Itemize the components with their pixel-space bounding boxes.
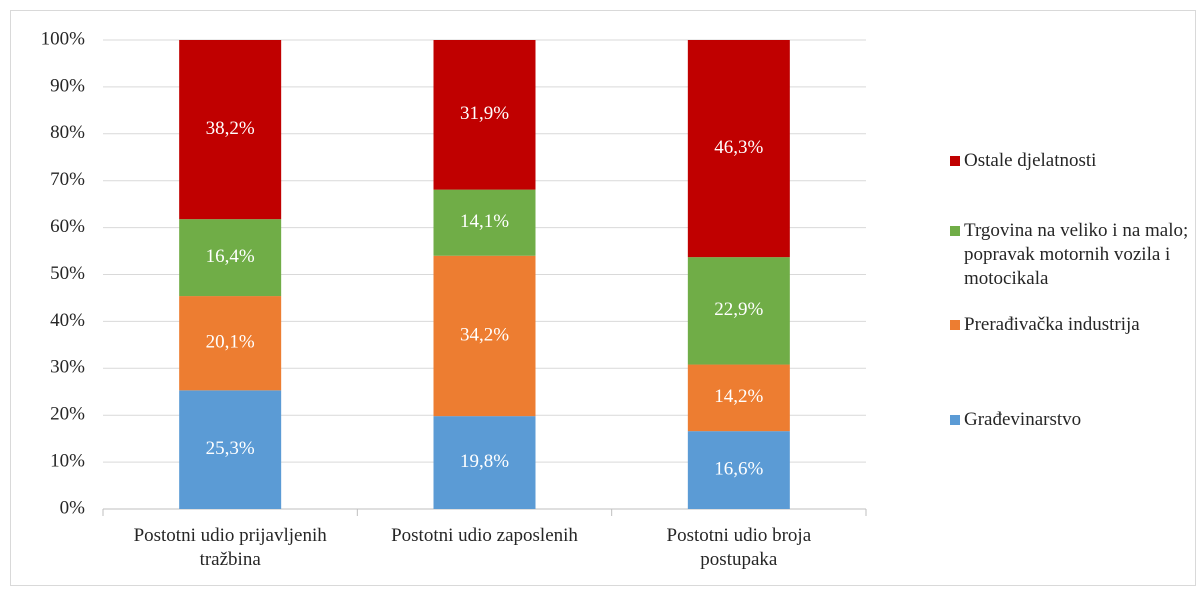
data-label: 20,1% xyxy=(206,332,255,353)
bar-segment xyxy=(433,189,536,256)
y-tick-label: 70% xyxy=(50,169,85,190)
y-tick-label: 0% xyxy=(60,497,86,518)
y-tick-label: 20% xyxy=(50,404,85,425)
data-label: 31,9% xyxy=(460,103,509,124)
data-label: 16,6% xyxy=(714,458,763,479)
bar-segment xyxy=(433,40,536,190)
bar-segment xyxy=(179,296,282,391)
y-tick-label: 40% xyxy=(50,310,85,331)
bar-segment xyxy=(687,257,790,365)
bar-segment xyxy=(179,390,282,509)
data-label: 34,2% xyxy=(460,324,509,345)
bar-segment xyxy=(687,431,790,509)
data-label: 16,4% xyxy=(206,246,255,267)
data-label: 19,8% xyxy=(460,451,509,472)
legend-marker xyxy=(950,156,960,166)
x-tick-label: Postotni udio broja postupaka xyxy=(666,525,812,570)
y-tick-label: 60% xyxy=(50,216,85,237)
data-label: 38,2% xyxy=(206,118,255,139)
y-tick-label: 90% xyxy=(50,75,85,96)
frame xyxy=(10,10,1196,586)
y-tick-label: 100% xyxy=(41,28,86,49)
y-tick-label: 10% xyxy=(50,450,85,471)
x-tick-label: Postotni udio prijavljenih tražbina xyxy=(133,525,327,570)
data-label: 46,3% xyxy=(714,137,763,158)
legend-label: Građevinarstvo xyxy=(964,409,1082,430)
bar-segment xyxy=(433,255,536,417)
y-tick-label: 50% xyxy=(50,263,85,284)
legend-marker xyxy=(950,226,960,236)
bar-segment xyxy=(687,40,790,258)
bar-segment xyxy=(687,364,790,432)
data-label: 25,3% xyxy=(206,438,255,459)
x-tick-label: Postotni udio zaposlenih xyxy=(391,525,578,546)
data-label: 22,9% xyxy=(714,299,763,320)
y-tick-label: 80% xyxy=(50,122,85,143)
y-tick-label: 30% xyxy=(50,357,85,378)
legend-marker xyxy=(950,320,960,330)
legend-label: Prerađivačka industrija xyxy=(964,314,1140,335)
data-label: 14,1% xyxy=(460,211,509,232)
legend-label: Ostale djelatnosti xyxy=(964,150,1097,171)
legend-marker xyxy=(950,415,960,425)
bar-segment xyxy=(179,219,282,297)
data-label: 14,2% xyxy=(714,386,763,407)
bar-segment xyxy=(433,416,536,509)
legend-label: Trgovina na veliko i na malo; popravak m… xyxy=(964,220,1189,289)
bar-segment xyxy=(179,40,282,220)
